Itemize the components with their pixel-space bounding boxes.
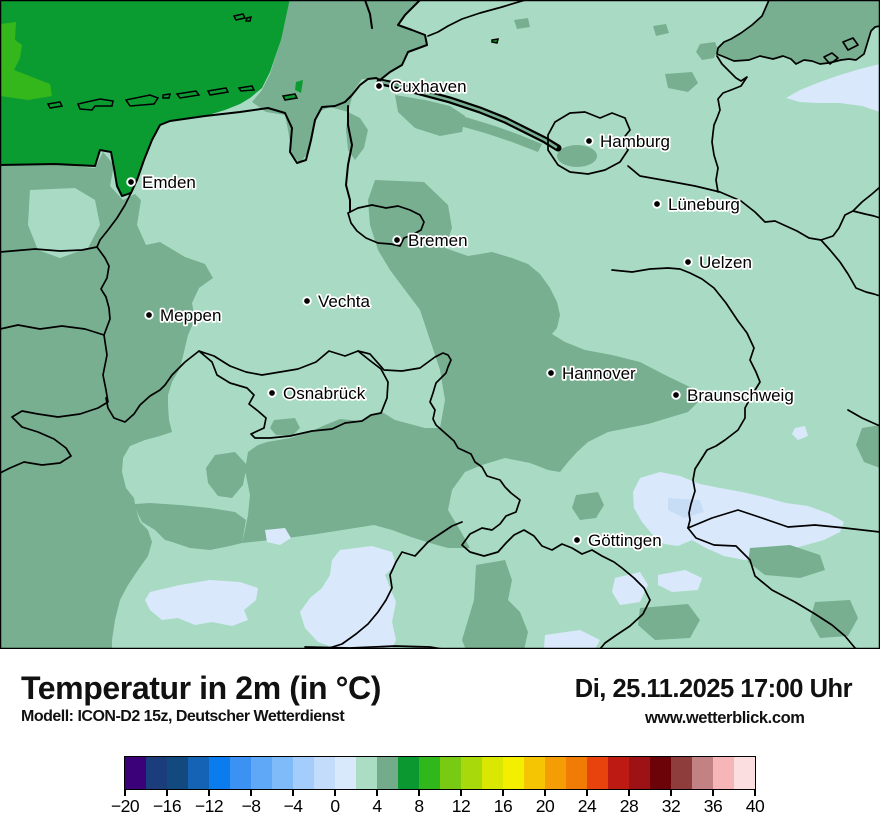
svg-text:Bremen: Bremen (408, 231, 468, 250)
svg-text:Vechta: Vechta (318, 292, 371, 311)
svg-text:Braunschweig: Braunschweig (687, 386, 794, 405)
svg-text:Uelzen: Uelzen (699, 253, 752, 272)
svg-text:Göttingen: Göttingen (588, 531, 662, 550)
svg-text:Emden: Emden (142, 173, 196, 192)
svg-text:Cuxhaven: Cuxhaven (390, 77, 467, 96)
svg-text:Lüneburg: Lüneburg (668, 195, 740, 214)
svg-text:Meppen: Meppen (160, 306, 221, 325)
svg-text:Hannover: Hannover (562, 364, 636, 383)
svg-text:Osnabrück: Osnabrück (283, 384, 366, 403)
svg-text:Hamburg: Hamburg (600, 132, 670, 151)
